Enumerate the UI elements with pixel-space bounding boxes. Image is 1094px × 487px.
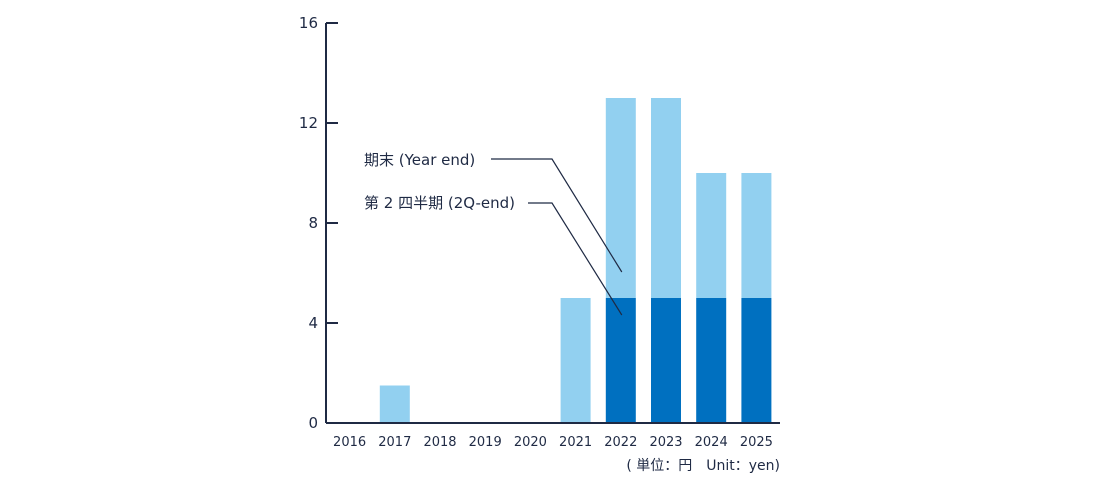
legend-group: 期末 (Year end) 第 2 四半期 (2Q-end)	[364, 151, 623, 316]
x-ticks-group: 2016 2017 2018 2019 2020 2021 2022 2023 2024 2025	[333, 435, 773, 450]
bar-2024-2q-end	[696, 298, 727, 423]
x-tick-label: 2020	[514, 435, 547, 450]
y-tick-label: 12	[299, 114, 318, 132]
y-tick-label: 8	[308, 214, 318, 232]
y-ticks-group: 0 4 8 12 16	[299, 14, 338, 432]
x-tick-label: 2022	[604, 435, 637, 450]
bars-group	[379, 98, 772, 423]
bar-2021-year-end	[560, 298, 591, 423]
legend-label-2q-end: 第 2 四半期 (2Q-end)	[364, 194, 515, 212]
bar-2023-2q-end	[651, 298, 681, 423]
bar-2025-year-end	[741, 173, 772, 298]
legend-label-year-end: 期末 (Year end)	[364, 151, 475, 169]
bar-2024-year-end	[696, 173, 727, 298]
legend-leader-year-end	[491, 158, 623, 273]
x-tick-label: 2017	[378, 435, 411, 450]
bar-2022-year-end	[605, 98, 636, 298]
x-tick-label: 2016	[333, 435, 366, 450]
y-tick-label: 4	[308, 314, 318, 332]
bar-2017-year-end	[379, 385, 410, 423]
x-tick-label: 2025	[740, 435, 773, 450]
y-tick-label: 0	[308, 414, 318, 432]
y-tick-label: 16	[299, 14, 318, 32]
bar-2022-2q-end	[605, 298, 636, 423]
x-tick-label: 2021	[559, 435, 592, 450]
unit-note: ( 単位：円 Unit：yen)	[626, 458, 780, 474]
x-tick-label: 2024	[695, 435, 728, 450]
x-tick-label: 2019	[469, 435, 502, 450]
x-tick-label: 2018	[423, 435, 456, 450]
x-tick-label: 2023	[649, 435, 682, 450]
legend-leader-2q-end	[528, 202, 623, 316]
bar-2023-year-end	[651, 98, 681, 298]
bar-2025-2q-end	[741, 298, 772, 423]
